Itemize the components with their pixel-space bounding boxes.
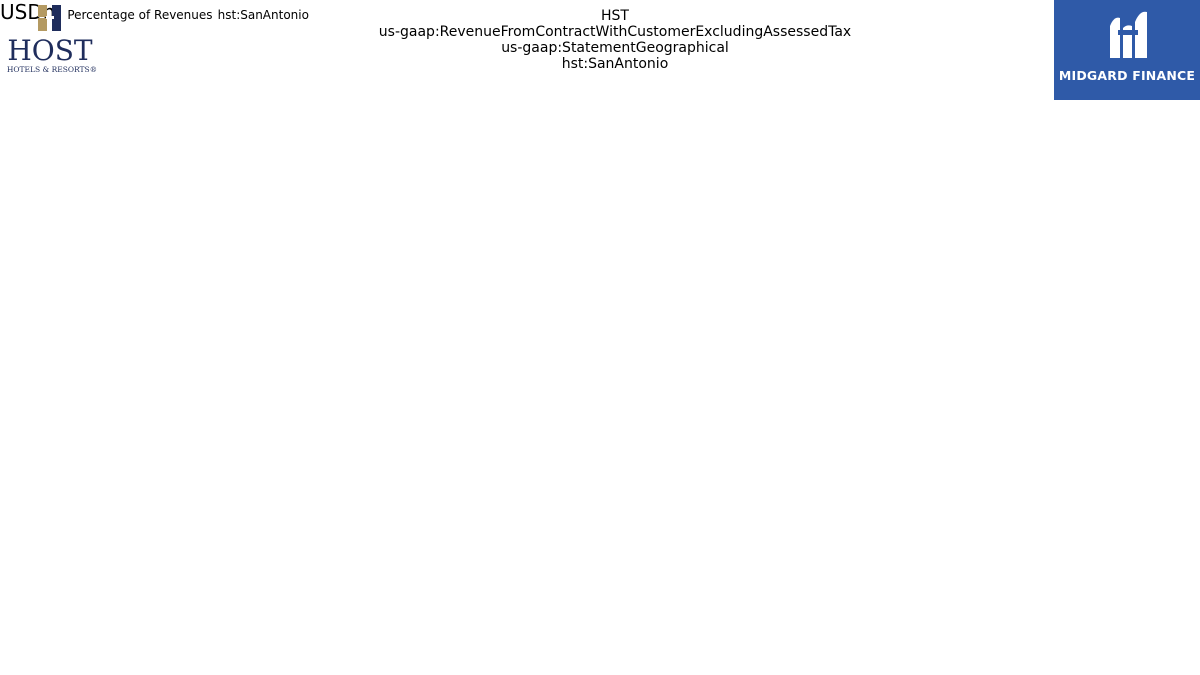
host-logo-mark-icon bbox=[38, 5, 61, 31]
chart-title-line-3: us-gaap:StatementGeographical bbox=[501, 40, 729, 56]
host-logo: HOST HOTELS & RESORTS® bbox=[0, 0, 110, 80]
left-axis-spine: 05101520253035 020406080100 2017-03-3120… bbox=[0, 0, 309, 24]
top-axis-spine: 05101520253035 020406080100 2017-03-3120… bbox=[0, 0, 309, 24]
chart-title: HST us-gaap:RevenueFromContractWithCusto… bbox=[379, 8, 851, 72]
y-axis-left-label: USDm bbox=[0, 0, 63, 24]
chart-title-line-4: hst:SanAntonio bbox=[562, 56, 669, 72]
right-axis-spine: 05101520253035 020406080100 2017-03-3120… bbox=[0, 0, 309, 24]
midgard-mark-icon bbox=[1110, 11, 1147, 58]
midgard-logo: MIDGARD FINANCE bbox=[1054, 0, 1200, 100]
host-logo-subtitle: HOTELS & RESORTS® bbox=[7, 65, 97, 74]
midgard-wordmark: MIDGARD FINANCE bbox=[1058, 68, 1196, 83]
bottom-axis-spine: 05101520253035 020406080100 2017-03-3120… bbox=[0, 0, 309, 24]
y-axis-right-label-line-1: Percentage of Revenues bbox=[67, 8, 213, 22]
chart-title-line-1: HST bbox=[601, 8, 629, 24]
chart-title-line-2: us-gaap:RevenueFromContractWithCustomerE… bbox=[379, 24, 851, 40]
y-axis-right-label-line-2: hst:SanAntonio bbox=[217, 8, 309, 22]
host-logo-wordmark: HOST bbox=[7, 34, 93, 67]
